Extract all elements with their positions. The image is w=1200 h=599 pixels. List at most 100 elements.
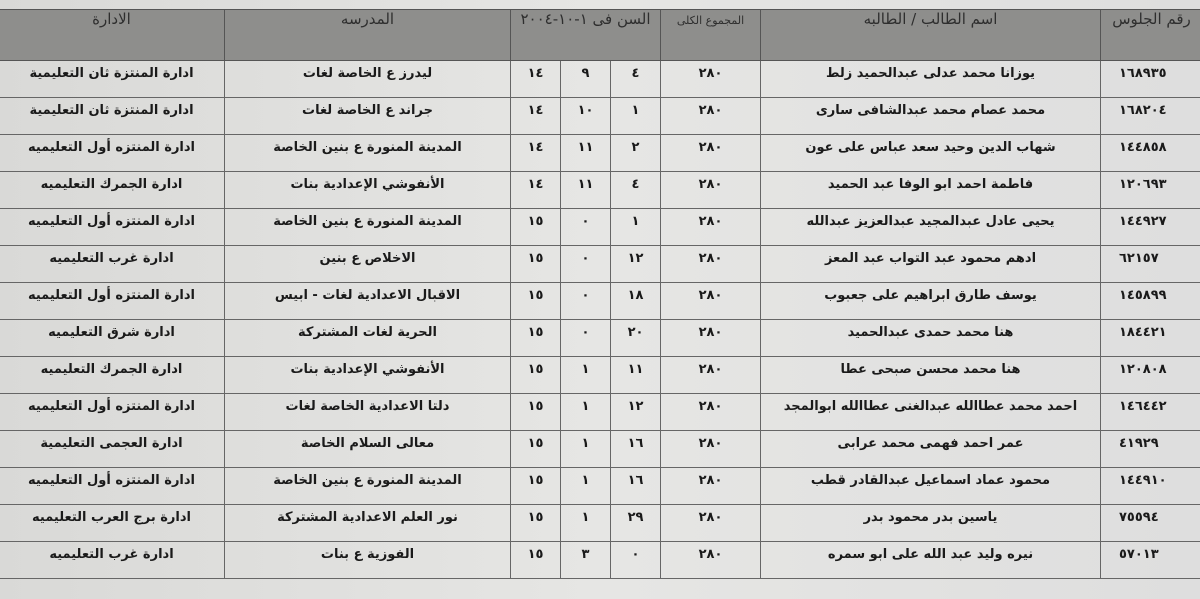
school-cell: الأنفوشي الإعدادية بنات bbox=[224, 171, 511, 209]
header-school: المدرسه bbox=[224, 9, 511, 61]
table-row: ١٦٨٩٣٥ يوزانا محمد عدلى عبدالحميد زلط ٢٨٠ ٤… bbox=[0, 60, 1200, 98]
age-month-cell: ٣ bbox=[560, 541, 611, 579]
name-cell: ياسين بدر محمود بدر bbox=[760, 504, 1101, 542]
table-row: ٥٧٠١٣ نيره وليد عبد الله على ابو سمره ٢٨٠ ٠… bbox=[0, 541, 1200, 579]
admin-cell: ادارة المنتزة ثان التعليمية bbox=[0, 60, 225, 98]
age-day-cell: ١٢ bbox=[610, 245, 661, 283]
age-day-cell: ٤ bbox=[610, 60, 661, 98]
admin-cell: ادارة العجمى التعليمية bbox=[0, 430, 225, 468]
age-day-cell: ١٢ bbox=[610, 393, 661, 431]
total-cell: ٢٨٠ bbox=[660, 541, 761, 579]
school-cell: المدينة المنورة ع بنين الخاصة bbox=[224, 208, 511, 246]
age-month-cell: ١ bbox=[560, 467, 611, 505]
age-day-cell: ١٨ bbox=[610, 282, 661, 320]
results-table: رقم الجلوس اسم الطالب / الطالبه المجموع … bbox=[0, 9, 1200, 579]
admin-cell: ادارة غرب التعليميه bbox=[0, 245, 225, 283]
seat-cell: ١٤٤٩١٠ bbox=[1100, 467, 1200, 505]
name-cell: ادهم محمود عبد التواب عبد المعز bbox=[760, 245, 1101, 283]
total-cell: ٢٨٠ bbox=[660, 245, 761, 283]
admin-cell: ادارة المنتزه أول التعليميه bbox=[0, 467, 225, 505]
name-cell: هنا محمد محسن صبحى عطا bbox=[760, 356, 1101, 394]
total-cell: ٢٨٠ bbox=[660, 97, 761, 135]
admin-cell: ادارة شرق التعليميه bbox=[0, 319, 225, 357]
table-row: ١٤٤٩٢٧ يحيى عادل عبدالمجيد عبدالعزيز عبدا… bbox=[0, 208, 1200, 246]
age-year-cell: ١٥ bbox=[510, 282, 561, 320]
age-year-cell: ١٥ bbox=[510, 245, 561, 283]
total-cell: ٢٨٠ bbox=[660, 134, 761, 172]
admin-cell: ادارة المنتزة ثان التعليمية bbox=[0, 97, 225, 135]
admin-cell: ادارة غرب التعليميه bbox=[0, 541, 225, 579]
seat-cell: ٦٢١٥٧ bbox=[1100, 245, 1200, 283]
age-year-cell: ١٤ bbox=[510, 97, 561, 135]
table-row: ١٤٥٨٩٩ يوسف طارق ابراهيم على جعبوب ٢٨٠ ١٨ ٠ ١… bbox=[0, 282, 1200, 320]
age-month-cell: ٠ bbox=[560, 282, 611, 320]
admin-cell: ادارة المنتزه أول التعليميه bbox=[0, 208, 225, 246]
school-cell: الاقبال الاعدادية لغات - ابيس bbox=[224, 282, 511, 320]
age-year-cell: ١٥ bbox=[510, 393, 561, 431]
admin-cell: ادارة الجمرك التعليميه bbox=[0, 171, 225, 209]
age-day-cell: ١٦ bbox=[610, 430, 661, 468]
school-cell: جراند ع الخاصة لغات bbox=[224, 97, 511, 135]
age-month-cell: ١ bbox=[560, 356, 611, 394]
header-seat: رقم الجلوس bbox=[1100, 9, 1200, 61]
total-cell: ٢٨٠ bbox=[660, 430, 761, 468]
age-year-cell: ١٥ bbox=[510, 467, 561, 505]
name-cell: محمود عماد اسماعيل عبدالقادر قطب bbox=[760, 467, 1101, 505]
name-cell: هنا محمد حمدى عبدالحميد bbox=[760, 319, 1101, 357]
age-month-cell: ٠ bbox=[560, 208, 611, 246]
age-day-cell: ٢٩ bbox=[610, 504, 661, 542]
age-day-cell: ٠ bbox=[610, 541, 661, 579]
total-cell: ٢٨٠ bbox=[660, 319, 761, 357]
seat-cell: ١٦٨٢٠٤ bbox=[1100, 97, 1200, 135]
age-month-cell: ٩ bbox=[560, 60, 611, 98]
name-cell: احمد محمد عطاالله عبدالغنى عطاالله ابوال… bbox=[760, 393, 1101, 431]
age-month-cell: ١ bbox=[560, 393, 611, 431]
header-row: رقم الجلوس اسم الطالب / الطالبه المجموع … bbox=[0, 9, 1200, 61]
admin-cell: ادارة المنتزه أول التعليميه bbox=[0, 134, 225, 172]
seat-cell: ٧٥٥٩٤ bbox=[1100, 504, 1200, 542]
age-year-cell: ١٥ bbox=[510, 504, 561, 542]
age-year-cell: ١٤ bbox=[510, 171, 561, 209]
admin-cell: ادارة المنتزه أول التعليميه bbox=[0, 282, 225, 320]
age-day-cell: ١ bbox=[610, 97, 661, 135]
seat-cell: ٥٧٠١٣ bbox=[1100, 541, 1200, 579]
total-cell: ٢٨٠ bbox=[660, 504, 761, 542]
name-cell: يحيى عادل عبدالمجيد عبدالعزيز عبدالله bbox=[760, 208, 1101, 246]
table-row: ١٦٨٢٠٤ محمد عصام محمد عبدالشافى سارى ٢٨٠ ١ ١… bbox=[0, 97, 1200, 135]
name-cell: يوسف طارق ابراهيم على جعبوب bbox=[760, 282, 1101, 320]
school-cell: نور العلم الاعدادية المشتركة bbox=[224, 504, 511, 542]
school-cell: الفوزية ع بنات bbox=[224, 541, 511, 579]
age-month-cell: ٠ bbox=[560, 319, 611, 357]
admin-cell: ادارة الجمرك التعليميه bbox=[0, 356, 225, 394]
table-row: ١٤٤٩١٠ محمود عماد اسماعيل عبدالقادر قطب ٢٨… bbox=[0, 467, 1200, 505]
age-year-cell: ١٤ bbox=[510, 60, 561, 98]
age-day-cell: ٢ bbox=[610, 134, 661, 172]
total-cell: ٢٨٠ bbox=[660, 282, 761, 320]
seat-cell: ١٢٠٦٩٣ bbox=[1100, 171, 1200, 209]
school-cell: دلتا الاعدادية الخاصة لغات bbox=[224, 393, 511, 431]
table-row: ٦٢١٥٧ ادهم محمود عبد التواب عبد المعز ٢٨٠ ١… bbox=[0, 245, 1200, 283]
age-day-cell: ٤ bbox=[610, 171, 661, 209]
name-cell: نيره وليد عبد الله على ابو سمره bbox=[760, 541, 1101, 579]
header-name: اسم الطالب / الطالبه bbox=[760, 9, 1101, 61]
table-row: ٤١٩٢٩ عمر احمد فهمى محمد عرابى ٢٨٠ ١٦ ١ ١٥ معا… bbox=[0, 430, 1200, 468]
table-row: ١٤٦٤٤٢ احمد محمد عطاالله عبدالغنى عطاالله… bbox=[0, 393, 1200, 431]
seat-cell: ١٨٤٤٢١ bbox=[1100, 319, 1200, 357]
total-cell: ٢٨٠ bbox=[660, 60, 761, 98]
seat-cell: ١٤٤٨٥٨ bbox=[1100, 134, 1200, 172]
table-row: ١٤٤٨٥٨ شهاب الدين وحيد سعد عباس على عون ٢٨… bbox=[0, 134, 1200, 172]
school-cell: معالى السلام الخاصة bbox=[224, 430, 511, 468]
age-month-cell: ١٠ bbox=[560, 97, 611, 135]
age-day-cell: ١ bbox=[610, 208, 661, 246]
school-cell: الاخلاص ع بنين bbox=[224, 245, 511, 283]
total-cell: ٢٨٠ bbox=[660, 467, 761, 505]
age-year-cell: ١٥ bbox=[510, 541, 561, 579]
table-row: ١٢٠٦٩٣ فاطمة احمد ابو الوفا عبد الحميد ٢٨٠… bbox=[0, 171, 1200, 209]
age-month-cell: ١١ bbox=[560, 171, 611, 209]
seat-cell: ١٤٦٤٤٢ bbox=[1100, 393, 1200, 431]
seat-cell: ٤١٩٢٩ bbox=[1100, 430, 1200, 468]
total-cell: ٢٨٠ bbox=[660, 356, 761, 394]
age-year-cell: ١٥ bbox=[510, 208, 561, 246]
age-month-cell: ١ bbox=[560, 430, 611, 468]
